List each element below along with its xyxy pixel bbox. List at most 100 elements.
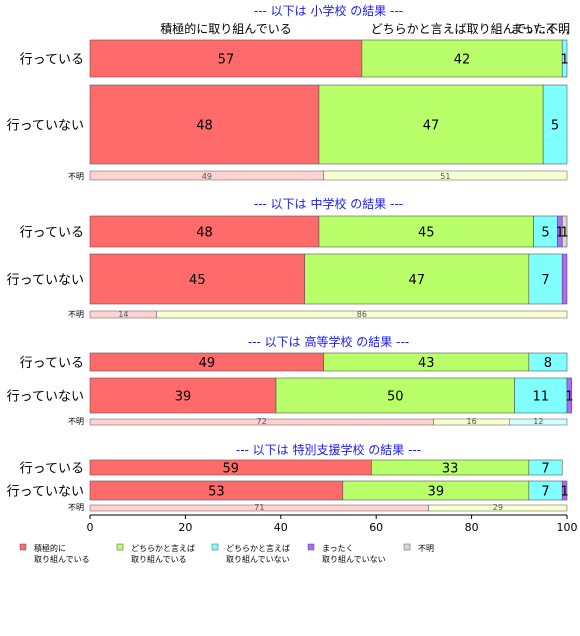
data-label: 7	[541, 462, 549, 477]
bar-segment	[566, 377, 573, 414]
data-label: 5	[541, 226, 549, 241]
missing-label: 不明	[68, 310, 84, 319]
panel-3: --- 以下は 高等学校 の結果 --- 行っている 49 43 8 行っていない 39 50…	[7, 334, 574, 426]
data-label: 1	[560, 485, 568, 500]
data-label: 42	[454, 53, 471, 68]
panel-title: --- 以下は 中学校 の結果 ---	[254, 196, 403, 211]
missing-label: 不明	[68, 417, 84, 426]
header-label: 不明	[546, 22, 570, 36]
bar-segment	[561, 480, 568, 501]
header-label: まったく...	[511, 22, 570, 36]
panel-1: --- 以下は 小学校 の結果 --- 行っている 57 42 1 行っていない 48 47 5…	[7, 3, 569, 181]
data-label: 47	[423, 119, 440, 134]
bar-row: 行っていない 39 50 11 1	[7, 377, 574, 414]
data-label: 1	[565, 390, 573, 405]
row-label: 行っている	[20, 226, 84, 241]
panel-title: --- 以下は 高等学校 の結果 ---	[248, 334, 409, 349]
legend-label: 不明	[418, 544, 434, 553]
legend-swatch	[19, 543, 27, 551]
data-label: 48	[196, 119, 213, 134]
missing-segment	[509, 418, 568, 426]
data-label: 39	[428, 485, 445, 500]
row-label: 行っていない	[7, 390, 84, 405]
bar-segment	[89, 84, 320, 165]
missing-data-label: 71	[254, 503, 264, 512]
bar-row: 行っている 57 42 1	[20, 39, 569, 78]
bar-segment	[275, 377, 515, 414]
data-label: 8	[544, 356, 552, 371]
legend-label: 取り組んでいない	[322, 554, 386, 564]
bar-row: 行っている 49 43 8	[20, 352, 568, 372]
data-label: 59	[222, 462, 239, 477]
x-tick-label: 80	[465, 521, 479, 534]
bar-segment	[561, 215, 568, 248]
legend-label: 取り組んでいる	[34, 554, 90, 564]
missing-row: 不明 72 16 12	[68, 417, 568, 426]
bar-segment	[89, 253, 305, 305]
data-label: 1	[556, 226, 564, 241]
missing-data-label: 29	[493, 503, 503, 512]
x-tick-label: 100	[557, 521, 578, 534]
data-label: 5	[551, 119, 559, 134]
bar-segment	[304, 253, 530, 305]
data-label: 47	[408, 273, 425, 288]
header-label: どちらかと言えば取り組んでい...	[371, 22, 550, 36]
legend-label: まったく	[322, 544, 354, 553]
missing-row: 不明 71 29	[68, 503, 568, 512]
missing-segment	[428, 504, 568, 512]
data-label: 7	[541, 273, 549, 288]
bar-segment	[528, 459, 563, 476]
data-label: 11	[532, 390, 549, 405]
legend-swatch	[403, 543, 411, 551]
bar-segment	[89, 215, 320, 248]
row-label: 行っている	[20, 53, 84, 68]
bar-row: 行っている 48 45 5 11	[20, 215, 569, 248]
row-label: 行っている	[20, 356, 84, 371]
legend-swatch	[307, 543, 315, 551]
data-label: 1	[560, 53, 568, 68]
data-label: 49	[199, 356, 216, 371]
data-label: 50	[387, 390, 404, 405]
legend-label: どちらかと言えば	[226, 543, 290, 553]
data-label: 53	[208, 485, 225, 500]
missing-row: 不明 14 86	[68, 310, 568, 319]
header-label: 積極的に取り組んでいる	[160, 21, 291, 36]
x-tick-label: 40	[274, 521, 288, 534]
x-tick-label: 0	[87, 521, 94, 534]
panel-2: --- 以下は 中学校 の結果 --- 行っている 48 45 5 11 行っていない 45 4…	[7, 196, 569, 319]
x-axis: 0 20 40 60 80 100	[87, 514, 578, 534]
missing-segment	[156, 310, 568, 319]
data-label: 45	[418, 226, 435, 241]
legend: 積極的に取り組んでいるどちらかと言えば取り組んでいるどちらかと言えば取り組んでい…	[19, 543, 434, 564]
row-label: 行っていない	[7, 119, 84, 134]
missing-data-label: 49	[202, 172, 212, 181]
x-tick-label: 20	[178, 521, 192, 534]
missing-data-label: 16	[467, 417, 477, 426]
legend-label: 積極的に	[34, 543, 66, 553]
bar-row: 行っていない 45 47 7	[7, 253, 568, 305]
panel-title: --- 以下は 小学校 の結果 ---	[254, 3, 403, 18]
bar-row: 行っている 59 33 7	[20, 459, 563, 477]
missing-data-label: 12	[533, 417, 543, 426]
panel-title: --- 以下は 特別支援学校 の結果 ---	[236, 442, 421, 457]
missing-data-label: 72	[257, 417, 267, 426]
data-label: 33	[442, 462, 459, 477]
row-label: 行っていない	[7, 485, 84, 500]
data-label: 45	[189, 273, 206, 288]
missing-row: 不明 49 51	[68, 170, 568, 181]
bar-segment	[89, 377, 277, 414]
bar-segment	[561, 39, 568, 78]
missing-label: 不明	[68, 172, 84, 181]
x-tick-label: 60	[369, 521, 383, 534]
bar-segment	[528, 352, 568, 372]
data-label: 43	[418, 356, 435, 371]
legend-label: どちらかと言えば	[131, 543, 195, 553]
bar-segment	[528, 253, 563, 305]
legend-label: 取り組んでいる	[131, 554, 187, 564]
panel-4: --- 以下は 特別支援学校 の結果 --- 行っている 59 33 7 行っていない 53…	[7, 442, 569, 512]
missing-data-label: 14	[118, 310, 128, 319]
legend-swatch	[116, 543, 124, 551]
row-label: 行っている	[20, 462, 84, 477]
missing-label: 不明	[68, 503, 84, 512]
